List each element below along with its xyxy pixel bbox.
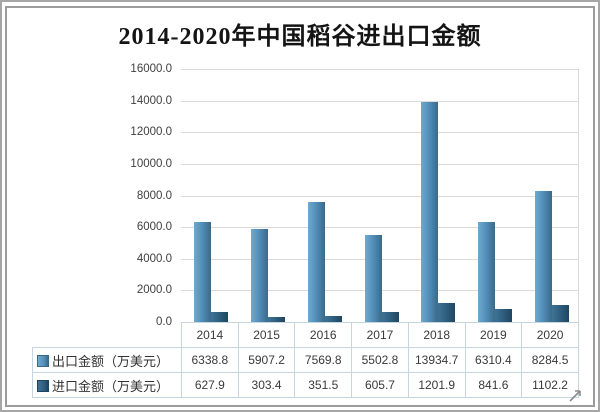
year-header-cell: 2015 bbox=[237, 322, 296, 348]
export-bar-2019 bbox=[477, 222, 495, 322]
export-bar-2020 bbox=[534, 191, 552, 322]
y-axis-tick-label: 12000.0 bbox=[130, 126, 172, 139]
import-bar-2016 bbox=[324, 316, 342, 322]
value-cell: 5907.2 bbox=[237, 347, 296, 373]
gridline bbox=[181, 163, 578, 165]
export-bar-2018 bbox=[421, 101, 439, 322]
import-bar-2017 bbox=[381, 312, 399, 322]
value-cell: 5502.8 bbox=[351, 347, 409, 373]
year-header-cell: 2017 bbox=[351, 322, 409, 348]
export-legend-swatch-icon bbox=[37, 354, 49, 367]
y-axis-tick-label: 0.0 bbox=[156, 316, 172, 328]
import-bar-2015 bbox=[268, 317, 286, 322]
mouse-cursor-icon bbox=[569, 390, 581, 402]
table-corner-blank bbox=[33, 323, 182, 348]
value-cell: 7569.8 bbox=[294, 347, 353, 373]
table-row: 出口金额（万美元） 6338.8 5907.2 7569.8 5502.8 13934.7… bbox=[32, 347, 579, 373]
legend-cell: 进口金额（万美元） bbox=[32, 372, 182, 398]
y-axis-tick-label: 2000.0 bbox=[136, 284, 172, 297]
legend-label: 进口金额（万美元） bbox=[52, 378, 170, 394]
legend-cell: 出口金额（万美元） bbox=[32, 347, 182, 373]
export-bar-2017 bbox=[364, 235, 382, 322]
value-cell: 6338.8 bbox=[181, 347, 239, 373]
y-axis-tick-label: 16000.0 bbox=[130, 63, 172, 75]
y-axis: 0.0 2000.0 4000.0 6000.0 8000.0 10000.0 12000.… bbox=[96, 63, 176, 329]
plot-area bbox=[181, 69, 579, 322]
value-cell: 6310.4 bbox=[464, 347, 523, 373]
table-header-row: 2014 2015 2016 2017 2018 2019 2020 bbox=[33, 322, 579, 348]
import-bar-2014 bbox=[211, 312, 229, 322]
gridline bbox=[181, 100, 578, 102]
value-cell: 303.4 bbox=[237, 372, 296, 398]
y-axis-tick-label: 10000.0 bbox=[130, 157, 172, 170]
value-cell: 8284.5 bbox=[521, 347, 579, 373]
import-legend-swatch-icon bbox=[37, 379, 49, 392]
value-cell: 841.6 bbox=[464, 372, 523, 398]
value-cell: 627.9 bbox=[181, 372, 239, 398]
data-table: 2014 2015 2016 2017 2018 2019 2020 出口金额（万美元） 633… bbox=[32, 322, 579, 398]
import-bar-2018 bbox=[438, 303, 456, 322]
y-axis-tick-label: 14000.0 bbox=[130, 94, 172, 107]
value-cell: 1102.2 bbox=[521, 372, 579, 398]
year-header-cell: 2020 bbox=[521, 322, 579, 348]
gridline bbox=[181, 195, 578, 197]
legend-label: 出口金额（万美元） bbox=[52, 353, 170, 369]
value-cell: 351.5 bbox=[294, 372, 353, 398]
value-cell: 605.7 bbox=[351, 372, 409, 398]
chart-title: 2014-2020年中国稻谷进出口金额 bbox=[118, 24, 482, 50]
value-cell: 1201.9 bbox=[407, 372, 466, 398]
table-row: 进口金额（万美元） 627.9 303.4 351.5 605.7 1201.9 841.6… bbox=[32, 372, 579, 398]
y-axis-tick-label: 6000.0 bbox=[136, 221, 172, 234]
y-axis-tick-label: 8000.0 bbox=[136, 189, 172, 202]
import-bar-2019 bbox=[494, 308, 512, 322]
value-cell: 13934.7 bbox=[407, 347, 466, 373]
year-header-cell: 2019 bbox=[464, 322, 523, 348]
import-bar-2020 bbox=[551, 304, 569, 322]
export-bar-2015 bbox=[251, 228, 269, 322]
year-header-cell: 2016 bbox=[294, 322, 353, 348]
gridline bbox=[181, 132, 578, 134]
export-bar-2016 bbox=[307, 202, 325, 322]
gridline bbox=[181, 69, 578, 70]
year-header-cell: 2018 bbox=[407, 322, 466, 348]
year-header-cell: 2014 bbox=[181, 322, 239, 348]
y-axis-tick-label: 4000.0 bbox=[136, 252, 172, 265]
export-bar-2014 bbox=[194, 221, 212, 322]
gridline bbox=[181, 227, 578, 229]
